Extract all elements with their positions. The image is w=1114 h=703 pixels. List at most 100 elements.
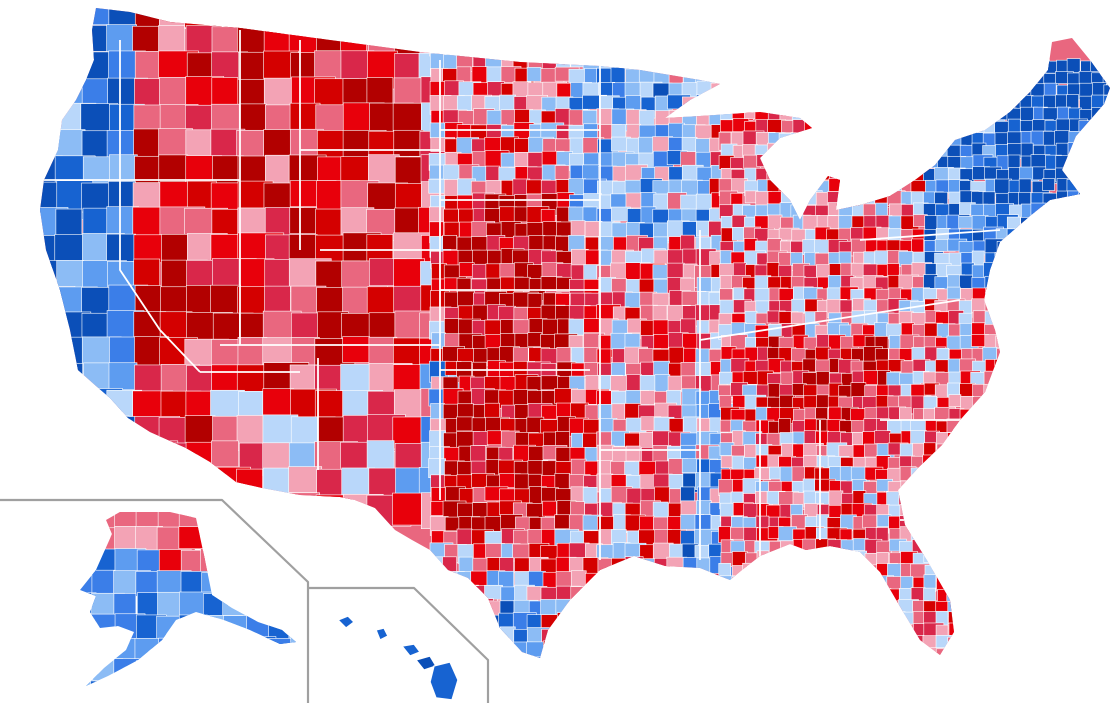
east-county: [851, 72, 871, 86]
central-county: [540, 375, 560, 391]
east-county: [960, 60, 975, 75]
east-county: [948, 622, 970, 640]
east-county: [742, 622, 757, 638]
east-county: [862, 155, 884, 174]
east-county: [1066, 550, 1088, 570]
west-county: [184, 8, 228, 28]
central-county: [596, 641, 622, 658]
east-county: [995, 418, 1009, 438]
east-county: [1019, 574, 1032, 591]
east-county: [900, 480, 922, 494]
east-county: [959, 119, 976, 135]
central-county: [668, 598, 684, 620]
east-county: [840, 611, 862, 629]
central-county: [639, 612, 655, 633]
east-county: [780, 96, 798, 113]
east-county: [802, 358, 818, 373]
central-county: [682, 669, 703, 683]
east-county: [755, 660, 775, 672]
east-county: [1078, 503, 1092, 520]
east-county: [1092, 515, 1110, 533]
east-county: [745, 576, 759, 590]
east-county: [983, 648, 999, 658]
west-county: [40, 77, 65, 112]
east-county: [1078, 359, 1100, 377]
east-county: [886, 647, 901, 658]
east-county: [1105, 527, 1110, 546]
east-county: [1102, 202, 1110, 216]
east-county: [766, 262, 780, 278]
east-county: [1079, 142, 1100, 159]
west-county: [159, 8, 188, 30]
east-county: [853, 588, 867, 603]
west-county: [108, 466, 145, 495]
central-county: [612, 53, 632, 70]
east-county: [1091, 312, 1110, 331]
east-county: [840, 671, 859, 687]
east-county: [1054, 539, 1076, 552]
east-county: [839, 466, 853, 483]
east-county: [1008, 612, 1030, 629]
west-county: [264, 493, 299, 526]
west-county: [211, 492, 241, 531]
alaska-county: [290, 659, 296, 686]
central-county: [680, 486, 695, 504]
alaska-county: [288, 512, 296, 538]
east-county: [1019, 95, 1034, 109]
east-county: [983, 383, 998, 401]
west-county: [289, 207, 318, 234]
east-county: [910, 648, 929, 658]
east-county: [1055, 323, 1078, 338]
east-county: [1042, 299, 1057, 315]
east-county: [780, 166, 797, 184]
east-county: [1042, 276, 1060, 294]
east-county: [827, 133, 847, 146]
alaska-county: [158, 658, 193, 686]
east-county: [1042, 598, 1062, 615]
west-county: [109, 154, 138, 185]
central-county: [666, 641, 692, 657]
east-county: [1008, 396, 1028, 410]
east-county: [959, 550, 973, 570]
alaska-county: [134, 638, 174, 670]
east-county: [792, 661, 811, 677]
east-county: [731, 576, 745, 591]
east-county: [1079, 576, 1093, 596]
east-county: [1093, 203, 1109, 219]
east-county: [756, 588, 778, 604]
central-county: [624, 640, 650, 656]
east-county: [1007, 562, 1024, 579]
east-county: [1042, 251, 1058, 268]
east-county: [875, 623, 891, 637]
west-county: [56, 467, 86, 509]
east-county: [851, 634, 867, 649]
east-county: [1091, 503, 1105, 523]
east-county: [779, 647, 800, 658]
east-county: [815, 611, 836, 631]
west-county: [40, 364, 67, 397]
east-county: [1068, 408, 1089, 423]
east-county: [959, 502, 976, 521]
east-county: [1030, 624, 1051, 637]
east-county: [1104, 479, 1110, 495]
alaska-county: [268, 512, 296, 532]
east-county: [802, 106, 819, 122]
east-county: [970, 94, 993, 109]
east-county: [959, 82, 981, 100]
east-county: [1020, 454, 1035, 470]
east-county: [1102, 299, 1110, 315]
east-county: [838, 58, 857, 72]
east-county: [1018, 370, 1039, 384]
east-county: [803, 118, 820, 132]
central-county: [625, 600, 643, 622]
east-county: [985, 671, 997, 688]
east-county: [1007, 358, 1027, 372]
east-county: [898, 144, 916, 159]
west-county: [394, 25, 422, 56]
east-county: [1105, 312, 1110, 326]
east-county: [922, 71, 937, 87]
east-county: [960, 395, 974, 411]
east-county: [1054, 347, 1069, 367]
east-county: [1102, 455, 1110, 472]
central-county: [541, 657, 560, 658]
